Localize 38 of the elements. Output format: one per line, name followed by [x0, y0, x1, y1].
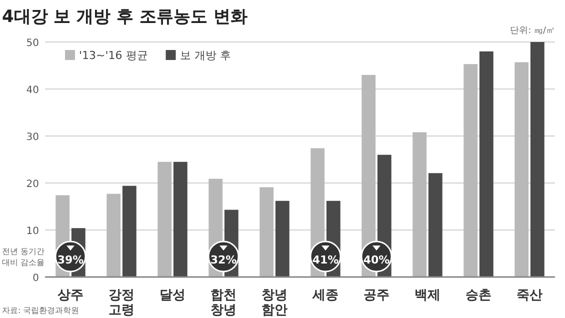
legend-label: 보 개방 후 — [180, 49, 231, 62]
x-tick-label: 공주 — [364, 288, 390, 303]
text: 자료: 국립환경과학원 — [2, 306, 80, 315]
x-tick-label: 합천 창녕 — [210, 288, 236, 318]
annotation: 39% — [57, 254, 84, 266]
bar — [260, 187, 274, 277]
bar — [412, 132, 427, 277]
x-tick-label: 승촌 — [466, 288, 492, 303]
bar — [464, 64, 478, 277]
bar — [275, 200, 290, 277]
bar — [122, 186, 136, 277]
bar — [514, 62, 529, 277]
bar — [428, 173, 442, 277]
annotation: 41% — [312, 254, 339, 266]
chart-title: 4대강 보 개방 후 조류농도 변화 — [2, 7, 248, 27]
x-tick-label: 상주 — [58, 288, 84, 303]
x-tick-label: 세종 — [312, 288, 338, 303]
y-tick-label: 0 — [32, 273, 39, 284]
annotation: 32% — [210, 254, 237, 266]
x-tick-label: 달성 — [160, 288, 186, 303]
bar — [479, 51, 494, 277]
y-tick-label: 30 — [26, 132, 39, 143]
legend-label: '13~'16 평균 — [79, 49, 148, 62]
y-tick-label: 40 — [26, 85, 39, 96]
text: 단위: ㎎/㎥ — [510, 26, 555, 36]
x-tick-label: 강정 고령 — [108, 288, 134, 318]
bar — [158, 162, 172, 277]
bar — [173, 162, 188, 277]
y-tick-label: 20 — [26, 179, 39, 190]
x-tick-label: 백제 — [414, 288, 440, 303]
bar — [106, 194, 121, 277]
text: 전년 동기간 대비 감소율 — [2, 247, 45, 267]
y-tick-label: 10 — [26, 226, 39, 237]
annotation: 40% — [363, 254, 390, 266]
bar — [530, 42, 544, 277]
y-tick-label: 50 — [26, 38, 39, 49]
x-tick-label: 죽산 — [516, 288, 542, 303]
x-tick-label: 창녕 함안 — [262, 288, 288, 318]
